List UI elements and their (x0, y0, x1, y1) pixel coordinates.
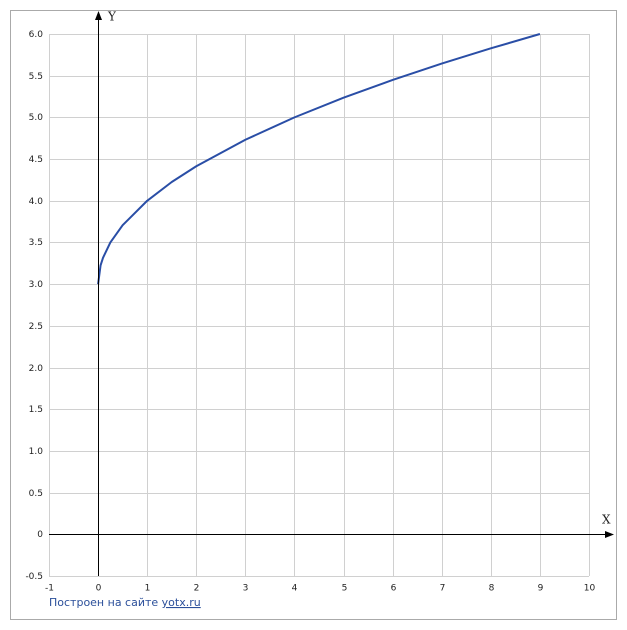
series-line (97, 33, 541, 285)
y-axis-arrow (95, 11, 102, 20)
x-tick-label: 10 (584, 584, 596, 594)
y-axis-label: Y (107, 10, 117, 24)
y-tick-label: 3.0 (29, 280, 44, 290)
footer: Построен на сайте yotx.ru (49, 596, 201, 609)
x-tick-label: -1 (45, 584, 54, 594)
y-tick-label: 2.0 (29, 364, 44, 374)
x-tick-label: 0 (96, 584, 102, 594)
y-tick-label: 6.0 (29, 30, 44, 40)
x-tick-label: 1 (145, 584, 151, 594)
y-tick-label: 2.5 (29, 322, 43, 332)
x-tick-label: 5 (342, 584, 348, 594)
x-tick-label: 4 (292, 584, 298, 594)
footer-link[interactable]: yotx.ru (162, 596, 201, 609)
x-tick-label: 8 (489, 584, 495, 594)
frame (10, 10, 617, 620)
x-tick-label: 9 (538, 584, 544, 594)
x-tick-label: 3 (243, 584, 249, 594)
y-tick-label: 5.5 (29, 72, 43, 82)
y-tick-label: 4.5 (29, 155, 43, 165)
x-axis-arrow (605, 531, 614, 538)
x-axis-label: X (602, 513, 611, 527)
footer-text: Построен на сайте (49, 596, 158, 609)
y-tick-label: 5.0 (29, 113, 44, 123)
x-tick-label: 6 (391, 584, 397, 594)
y-tick-label: -0.5 (25, 572, 43, 582)
x-tick-label: 7 (440, 584, 446, 594)
y-tick-label: 0 (37, 530, 43, 540)
x-tick-label: 2 (194, 584, 200, 594)
y-tick-label: 4.0 (29, 197, 44, 207)
y-tick-label: 1.0 (29, 447, 44, 457)
y-tick-label: 0.5 (29, 489, 43, 499)
y-tick-label: 3.5 (29, 238, 43, 248)
y-tick-label: 1.5 (29, 405, 43, 415)
